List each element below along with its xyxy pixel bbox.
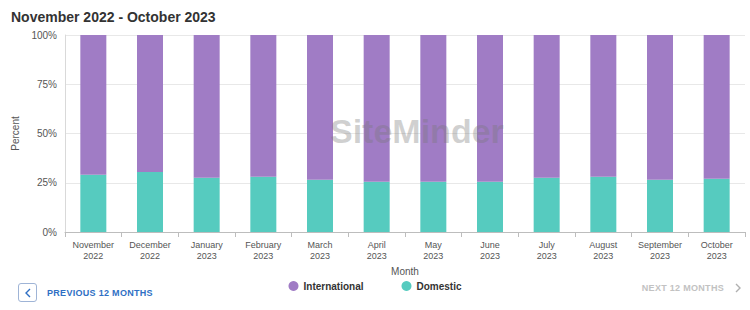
svg-text:Month: Month xyxy=(391,266,419,277)
svg-text:2022: 2022 xyxy=(140,251,160,261)
svg-text:50%: 50% xyxy=(37,128,57,139)
svg-text:January: January xyxy=(191,240,224,250)
svg-text:SiteMinder: SiteMinder xyxy=(330,112,504,150)
svg-text:2023: 2023 xyxy=(537,251,557,261)
svg-text:April: April xyxy=(368,240,386,250)
svg-text:2023: 2023 xyxy=(367,251,387,261)
svg-text:2023: 2023 xyxy=(197,251,217,261)
svg-text:2023: 2023 xyxy=(650,251,670,261)
svg-text:2023: 2023 xyxy=(310,251,330,261)
svg-text:2023: 2023 xyxy=(593,251,613,261)
svg-text:August: August xyxy=(589,240,618,250)
svg-text:2022: 2022 xyxy=(83,251,103,261)
svg-text:November: November xyxy=(73,240,115,250)
svg-text:International: International xyxy=(303,281,363,292)
html-text:NEXT 12 MONTHS: NEXT 12 MONTHS xyxy=(641,283,724,293)
svg-text:25%: 25% xyxy=(37,177,57,188)
svg-text:September: September xyxy=(638,240,682,250)
svg-text:Domestic: Domestic xyxy=(416,281,461,292)
svg-text:July: July xyxy=(539,240,556,250)
html-text:PREVIOUS 12 MONTHS: PREVIOUS 12 MONTHS xyxy=(47,287,153,298)
svg-text:June: June xyxy=(480,240,500,250)
svg-text:0%: 0% xyxy=(43,227,58,238)
svg-text:December: December xyxy=(129,240,171,250)
svg-text:Percent: Percent xyxy=(10,116,21,151)
svg-text:November 2022 - October 2023: November 2022 - October 2023 xyxy=(11,9,216,25)
svg-text:2023: 2023 xyxy=(253,251,273,261)
svg-text:2023: 2023 xyxy=(707,251,727,261)
svg-text:October: October xyxy=(701,240,733,250)
svg-text:February: February xyxy=(245,240,282,250)
svg-text:100%: 100% xyxy=(31,30,57,41)
svg-text:2023: 2023 xyxy=(480,251,500,261)
svg-text:75%: 75% xyxy=(37,79,57,90)
svg-text:March: March xyxy=(307,240,332,250)
svg-text:May: May xyxy=(425,240,443,250)
svg-text:2023: 2023 xyxy=(423,251,443,261)
